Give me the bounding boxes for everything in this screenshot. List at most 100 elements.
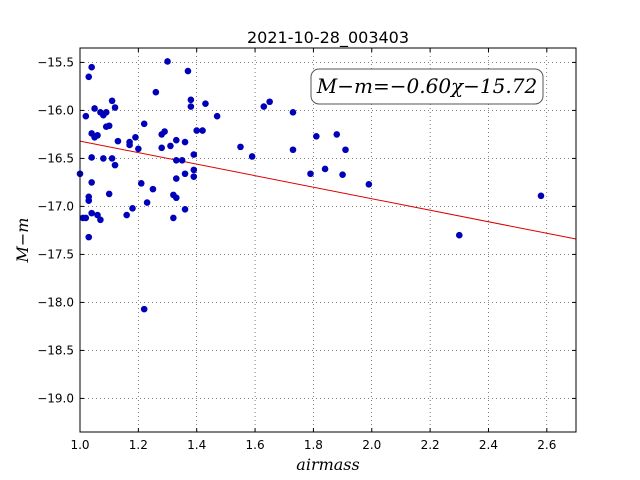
annotation-frame [310,68,544,105]
data-point [126,141,133,149]
data-point [190,173,198,180]
data-point [140,305,148,313]
x-tick-label: 2.2 [421,438,440,452]
y-tick-label: −16.0 [37,103,74,117]
y-tick-label: −19.0 [37,391,74,405]
data-point [193,127,201,134]
data-point [108,155,116,162]
y-tick-label: −17.0 [37,199,74,213]
data-point [199,127,206,134]
data-point [91,105,98,112]
data-point [365,181,373,188]
data-point [266,98,273,106]
data-point [172,194,180,202]
y-axis-label: M−m [13,218,32,264]
data-point [108,97,116,105]
data-point [143,199,151,206]
grid [79,48,576,432]
x-tick-label: 1.0 [70,438,89,452]
x-tick-label: 1.6 [246,438,265,452]
data-point [202,100,209,107]
data-point [537,192,545,200]
data-point [129,205,136,212]
data-point [178,157,186,164]
x-tick-label: 1.8 [304,438,323,452]
x-tick-label: 2.0 [362,438,381,452]
data-point [187,96,195,104]
data-point [172,175,180,182]
data-point [85,197,93,204]
data-point [97,216,104,224]
data-point [114,137,122,145]
data-point [88,154,95,161]
data-point [184,67,192,75]
y-tick-label: −18.5 [37,343,74,357]
y-tick-label: −17.5 [37,247,74,261]
data-point [172,136,180,144]
data-point [88,63,95,71]
data-point [333,131,341,138]
y-tick-label: −15.5 [37,55,74,69]
data-point [94,211,101,219]
data-point [111,161,119,169]
data-point [164,58,171,65]
annotation-box: M−m=−0.60χ−15.72 [310,68,544,105]
data-point [307,170,314,178]
data-point [181,170,189,178]
data-point [187,103,195,110]
chart-title: 2021-10-28_003403 [247,28,409,48]
data-point [88,179,95,186]
data-point [161,128,168,135]
data-point [158,144,165,152]
data-point [248,153,256,160]
data-point [132,133,139,141]
data-point [102,109,110,116]
data-point [135,145,142,153]
data-point [260,103,268,110]
data-point [111,104,119,111]
x-tick-label: 2.6 [537,438,556,452]
plot-frame [79,47,577,433]
data-point [100,155,107,162]
data-point [105,190,113,198]
data-point [213,112,221,120]
data-point [289,146,297,154]
data-point [339,171,346,179]
data-point [82,112,90,120]
data-point [237,143,244,151]
data-point [172,157,180,164]
data-point [289,109,297,116]
x-axis-label: airmass [296,455,359,474]
data-point [313,133,320,140]
data-point [85,233,93,241]
x-axis-ticks: 1.0 1.2 1.4 1.6 1.8 2.0 2.2 2.4 2.6 [70,48,556,452]
data-point [123,211,130,219]
data-points [76,58,545,313]
x-tick-label: 1.4 [187,438,206,452]
y-tick-label: −16.5 [37,151,74,165]
y-axis-ticks: −15.5 −16.0 −16.5 −17.0 −17.5 −18.0 −18.5 −19.0 [37,55,576,405]
data-point [170,214,177,222]
data-point [85,73,93,81]
data-point [321,165,329,173]
data-point [181,205,189,213]
fit-line [79,140,577,240]
fit-line-layer [79,140,577,240]
data-point [137,180,145,187]
data-point [342,146,349,154]
x-tick-label: 2.4 [479,438,498,452]
data-point [190,151,198,158]
data-point [152,88,160,96]
data-point [82,214,90,222]
annotation-text: M−m=−0.60χ−15.72 [316,74,537,98]
y-tick-label: −18.0 [37,295,74,309]
data-point [167,142,174,150]
x-tick-label: 1.2 [129,438,148,452]
data-point [181,138,189,146]
data-point [94,132,101,139]
data-point [105,122,113,130]
data-point [88,209,95,217]
data-point [455,231,463,239]
data-point [190,166,198,174]
